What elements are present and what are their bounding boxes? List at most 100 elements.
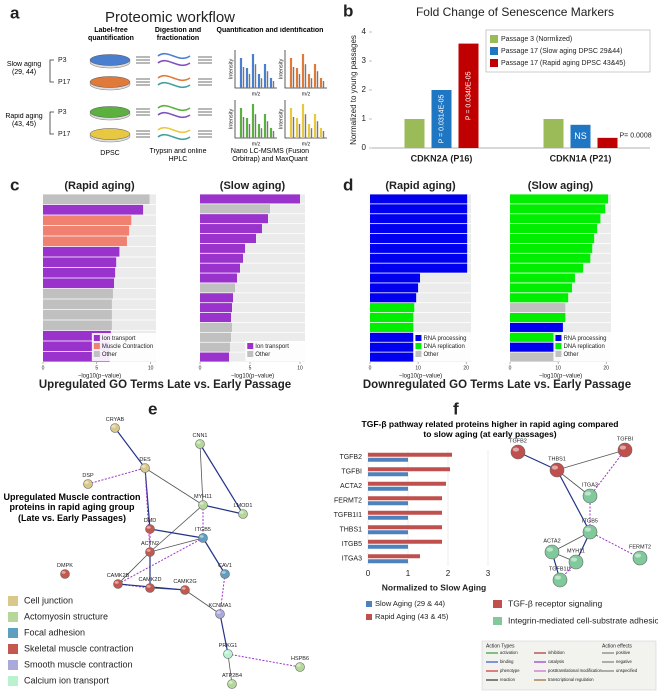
- network-node: [145, 524, 155, 534]
- node-label: CAMK2G: [173, 579, 196, 585]
- legend-label: Passage 17 (Rapid aging DPSC 43&45): [501, 60, 626, 67]
- node-highlight: [221, 571, 226, 574]
- spectrum-x-label: m/z: [252, 141, 261, 147]
- spectrum-y-label: Intensity: [228, 59, 234, 80]
- network-title-box: Upregulated Muscle contraction proteins …: [3, 492, 141, 523]
- bar: [370, 194, 468, 204]
- bar: [368, 539, 442, 544]
- x-tick-label: CDKN1A (P21): [550, 153, 612, 163]
- bar: [200, 263, 240, 273]
- workflow-footer: DPSC: [100, 150, 120, 157]
- bar: [510, 224, 598, 234]
- legend-label: Cell junction: [24, 595, 73, 605]
- network-edge: [149, 537, 204, 553]
- row-background: [370, 293, 471, 303]
- node-highlight: [181, 587, 186, 590]
- network-node: [145, 547, 155, 557]
- node-highlight: [551, 465, 559, 470]
- bar: [43, 257, 117, 268]
- y-tick-label: TGFBI: [341, 469, 362, 476]
- network-node: [238, 509, 248, 519]
- node-label: MYH11: [567, 548, 585, 554]
- bar: [510, 204, 606, 214]
- network-edge: [199, 443, 244, 515]
- bar: [43, 299, 112, 310]
- legend-label: Ion transport: [255, 344, 289, 350]
- bar: [368, 501, 408, 506]
- passage-label: P17: [58, 79, 71, 86]
- bar: [43, 330, 111, 341]
- bar: [597, 137, 618, 148]
- dish-sample: [89, 128, 131, 140]
- legend-swatch: [366, 614, 372, 620]
- legend-swatch: [490, 47, 498, 55]
- legend-label: Ion transport: [102, 336, 136, 342]
- panel-label: d: [343, 175, 353, 194]
- caption: Downregulated GO Terms Late vs. Early Pa…: [363, 379, 631, 391]
- bar: [510, 293, 569, 303]
- node-highlight: [199, 502, 204, 505]
- key-label: negative: [616, 659, 633, 664]
- node-label: THBS1: [548, 456, 566, 462]
- x-tick-label: 20: [603, 365, 609, 371]
- network-node: [113, 579, 123, 589]
- bar: [43, 225, 130, 236]
- bar: [200, 293, 233, 303]
- bar: [200, 342, 230, 352]
- network-node: [632, 550, 648, 566]
- node-label: CNN1: [193, 433, 208, 439]
- workflow-footer: Nano LC-MS/MS (Fusion Orbitrap) and MaxQ…: [230, 148, 310, 164]
- annotation: P = 0.0314E-05: [438, 95, 445, 144]
- workflow-header: Digestion and fractionation: [154, 27, 202, 43]
- network-node: [110, 423, 120, 433]
- peptide: [157, 59, 191, 67]
- bar: [368, 530, 408, 535]
- network-edge: [184, 589, 221, 615]
- node-label: DSP: [82, 473, 94, 479]
- node-highlight: [584, 527, 592, 532]
- node-label: ITGA3: [582, 482, 598, 488]
- x-tick-label: 2: [446, 569, 451, 578]
- network-node: [140, 463, 150, 473]
- node-label: TGFB1I1: [549, 566, 571, 572]
- x-tick-label: 1: [406, 569, 411, 578]
- node-label: TGFBI: [617, 436, 634, 442]
- panel-label: f: [453, 399, 459, 418]
- bar: [510, 342, 561, 352]
- network-title: Upregulated Muscle contraction proteins …: [3, 492, 141, 523]
- bar: [368, 554, 420, 559]
- spectrum-x-label: m/z: [302, 141, 311, 147]
- network-edge: [144, 467, 204, 506]
- bar: [510, 332, 562, 342]
- bar: [368, 481, 446, 486]
- legend-swatch: [93, 343, 100, 349]
- peptide: [157, 74, 191, 82]
- network-node: [549, 462, 565, 478]
- key-label: activation: [500, 650, 518, 655]
- dish-sample: [89, 76, 131, 88]
- workflow-header: Quantification and identification: [216, 27, 324, 34]
- spectrum-x-label: m/z: [302, 91, 311, 97]
- legend-swatch: [8, 644, 18, 654]
- x-tick-label: 10: [148, 365, 154, 371]
- bar: [200, 253, 243, 263]
- x-tick-label: 0: [366, 569, 371, 578]
- dish-sample: [89, 54, 131, 66]
- peptide: [157, 104, 191, 112]
- bar: [370, 303, 415, 313]
- x-tick-label: 3: [486, 569, 491, 578]
- annotation: P = 0.0340E-05: [465, 71, 472, 120]
- annotation: P= 0.0008: [620, 133, 652, 140]
- bar: [43, 309, 112, 320]
- workflow-header-box: Quantification and identification: [216, 27, 324, 34]
- network-node: [180, 585, 190, 595]
- bar: [43, 278, 115, 289]
- legend-label: Integrin-mediated cell-substrate adhesio…: [508, 615, 658, 625]
- x-axis-label: −log10(p−value): [78, 374, 121, 380]
- row-background: [200, 253, 305, 263]
- network-node: [295, 662, 305, 672]
- legend-swatch: [415, 343, 422, 349]
- workflow-header: Label-free quantification: [88, 27, 134, 43]
- network-edge: [202, 537, 226, 575]
